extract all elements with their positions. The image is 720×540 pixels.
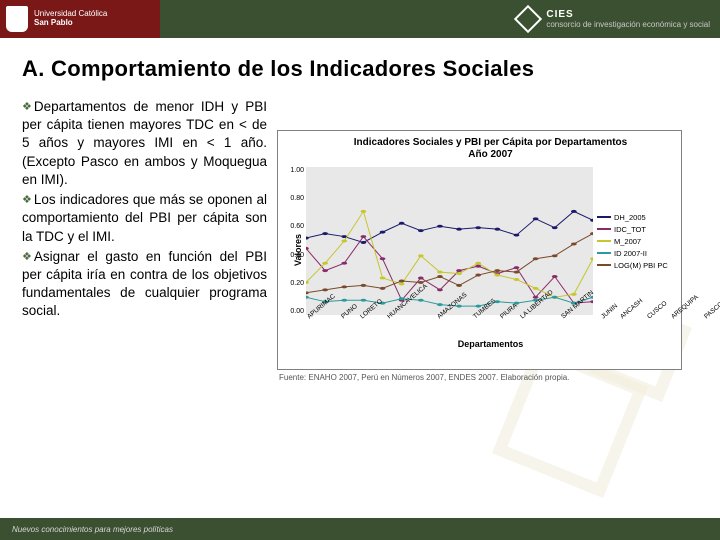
uni-line2: San Pablo bbox=[34, 19, 107, 28]
legend-item: ID 2007-II bbox=[597, 249, 675, 258]
hexagon-icon bbox=[514, 5, 542, 33]
bullet-item: ❖Departamentos de menor IDH y PBI per cá… bbox=[22, 98, 267, 189]
bullet-list: ❖Departamentos de menor IDH y PBI per cá… bbox=[22, 98, 267, 382]
shield-icon bbox=[6, 6, 28, 32]
legend-item: M_2007 bbox=[597, 237, 675, 246]
chart-title-1: Indicadores Sociales y PBI per Cápita po… bbox=[306, 137, 675, 149]
page-title: A. Comportamiento de los Indicadores Soc… bbox=[0, 38, 720, 92]
footer-text: Nuevos conocimientos para mejores políti… bbox=[12, 525, 173, 534]
chart-legend: DH_2005 IDC_TOT M_2007 ID 2007-II LOG(M) PBI… bbox=[597, 167, 675, 315]
bullet-item: ❖Los indicadores que más se oponen al co… bbox=[22, 191, 267, 246]
cies-subtitle: consorcio de investigación económica y s… bbox=[546, 20, 710, 29]
cies-title: CIES bbox=[546, 9, 710, 20]
line-chart: Indicadores Sociales y PBI per Cápita po… bbox=[277, 130, 682, 370]
footer-bar: Nuevos conocimientos para mejores políti… bbox=[0, 518, 720, 540]
university-logo: Universidad Católica San Pablo bbox=[0, 0, 160, 38]
header-bar: Universidad Católica San Pablo CIES cons… bbox=[0, 0, 720, 38]
legend-item: LOG(M) PBI PC bbox=[597, 261, 675, 270]
cies-logo: CIES consorcio de investigación económic… bbox=[518, 9, 720, 29]
legend-item: IDC_TOT bbox=[597, 225, 675, 234]
diamond-bullet-icon: ❖ bbox=[22, 193, 32, 208]
legend-item: DH_2005 bbox=[597, 213, 675, 222]
x-axis-label: Departamentos bbox=[306, 339, 675, 349]
bullet-item: ❖Asignar el gasto en función del PBI per… bbox=[22, 248, 267, 321]
chart-container: Indicadores Sociales y PBI per Cápita po… bbox=[277, 98, 702, 382]
y-ticks: 1.000.800.600.400.200.00 bbox=[282, 167, 304, 315]
diamond-bullet-icon: ❖ bbox=[22, 100, 32, 115]
chart-source: Fuente: ENAHO 2007, Perú en Números 2007… bbox=[277, 373, 702, 382]
content-row: ❖Departamentos de menor IDH y PBI per cá… bbox=[0, 92, 720, 382]
x-ticks: APURIMACPUNOLORETOHUANCAVELICAAMAZONASTU… bbox=[306, 315, 675, 341]
diamond-bullet-icon: ❖ bbox=[22, 250, 32, 265]
chart-title-2: Año 2007 bbox=[306, 149, 675, 161]
